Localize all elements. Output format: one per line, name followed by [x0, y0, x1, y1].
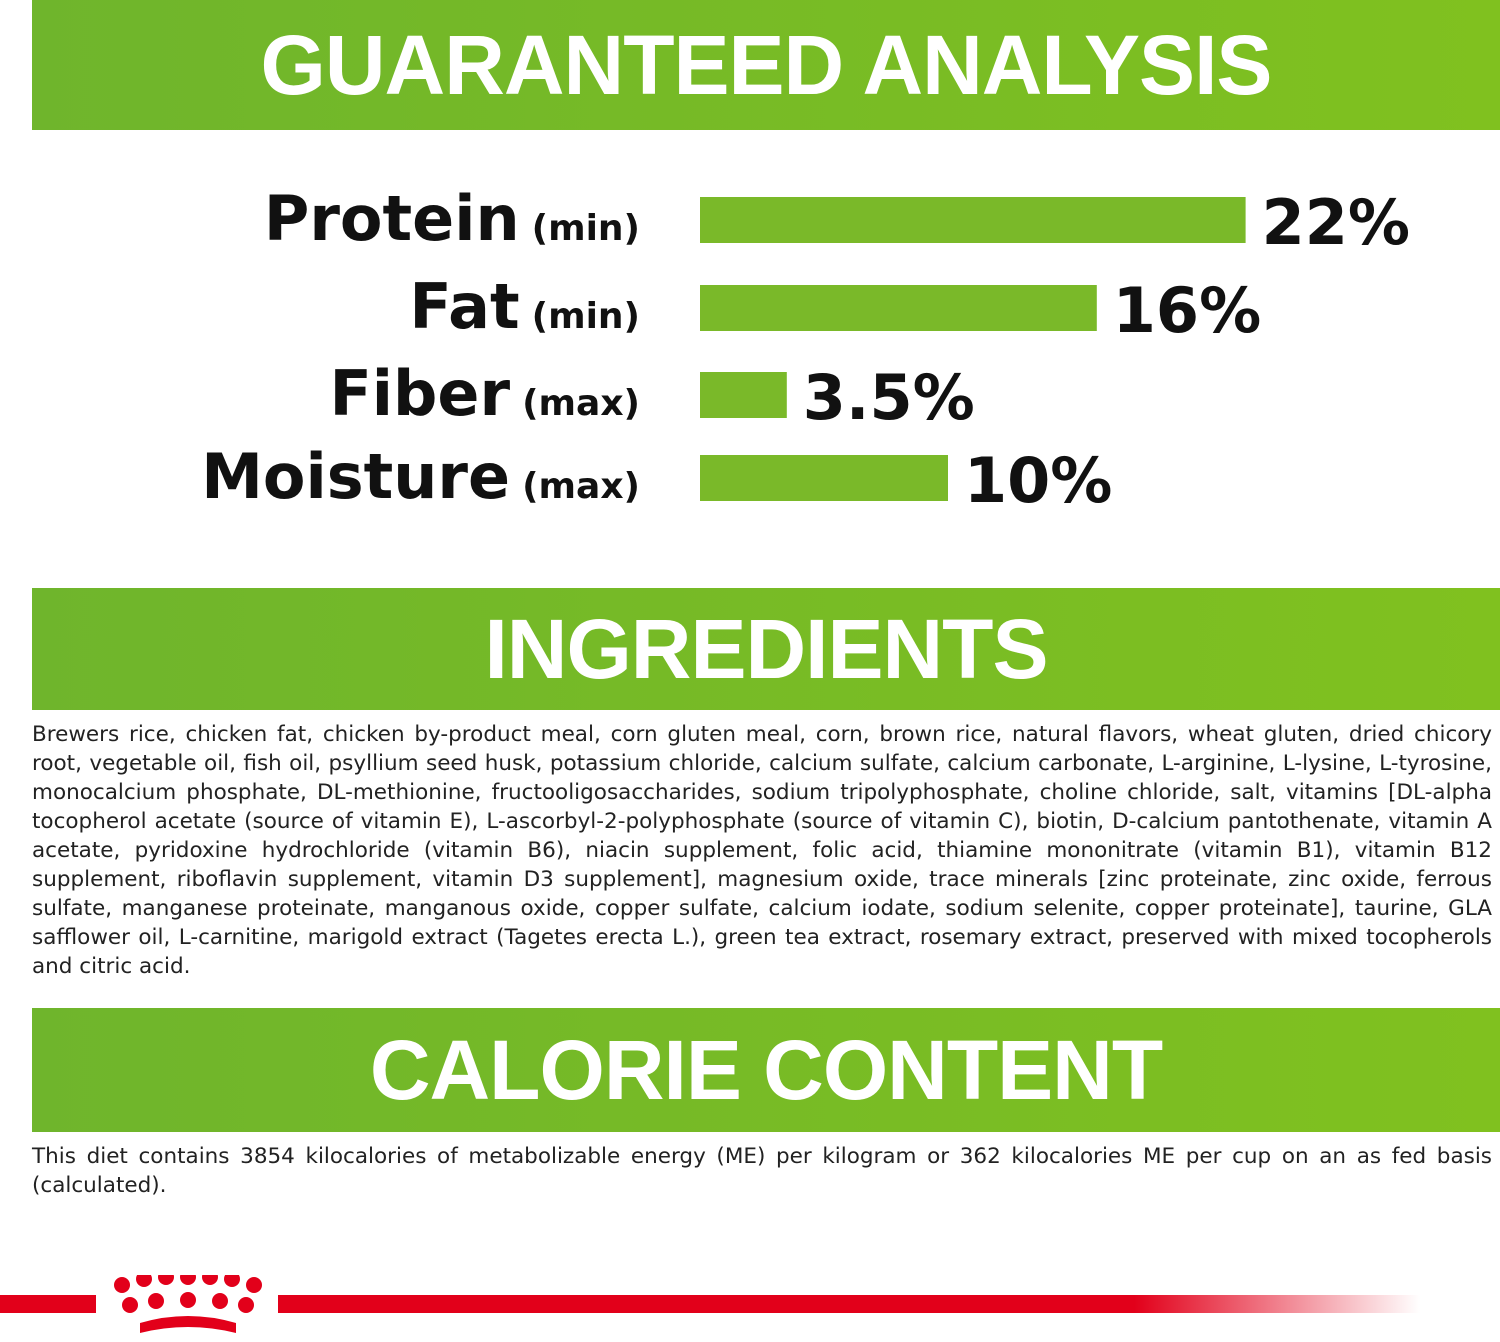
bar — [700, 197, 1246, 243]
bar — [700, 372, 787, 418]
qualifier-label: (max) — [522, 383, 640, 424]
brand-footer — [0, 1275, 1420, 1333]
chart: (min) Protein 22% (min) Fat 16% (max) Fiber 3.5%… — [201, 182, 1410, 517]
ingredients-text: Brewers rice, chicken fat, chicken by-pr… — [32, 722, 1492, 979]
category-label: Fiber — [329, 357, 510, 430]
section-header: INGREDIENTS — [32, 588, 1500, 710]
value-label: 22% — [1262, 186, 1410, 259]
section-header: CALORIE CONTENT — [32, 1008, 1500, 1132]
qualifier-label: (min) — [532, 208, 640, 249]
bar — [700, 455, 948, 501]
category-label: Fat — [409, 270, 519, 343]
brand-line — [0, 1295, 96, 1313]
crown-logo — [114, 1275, 262, 1333]
qualifier-label: (min) — [532, 296, 640, 337]
brand-line — [278, 1295, 1420, 1313]
section-header: GUARANTEED ANALYSIS — [32, 0, 1500, 130]
qualifier-label: (max) — [522, 466, 640, 507]
value-label: 3.5% — [803, 361, 975, 434]
bar — [700, 285, 1097, 331]
value-label: 10% — [964, 444, 1112, 517]
value-label: 16% — [1113, 274, 1261, 347]
category-label: Protein — [264, 182, 520, 255]
category-label: Moisture — [201, 440, 510, 513]
calorie-text: This diet contains 3854 kilocalories of … — [32, 1144, 1492, 1198]
